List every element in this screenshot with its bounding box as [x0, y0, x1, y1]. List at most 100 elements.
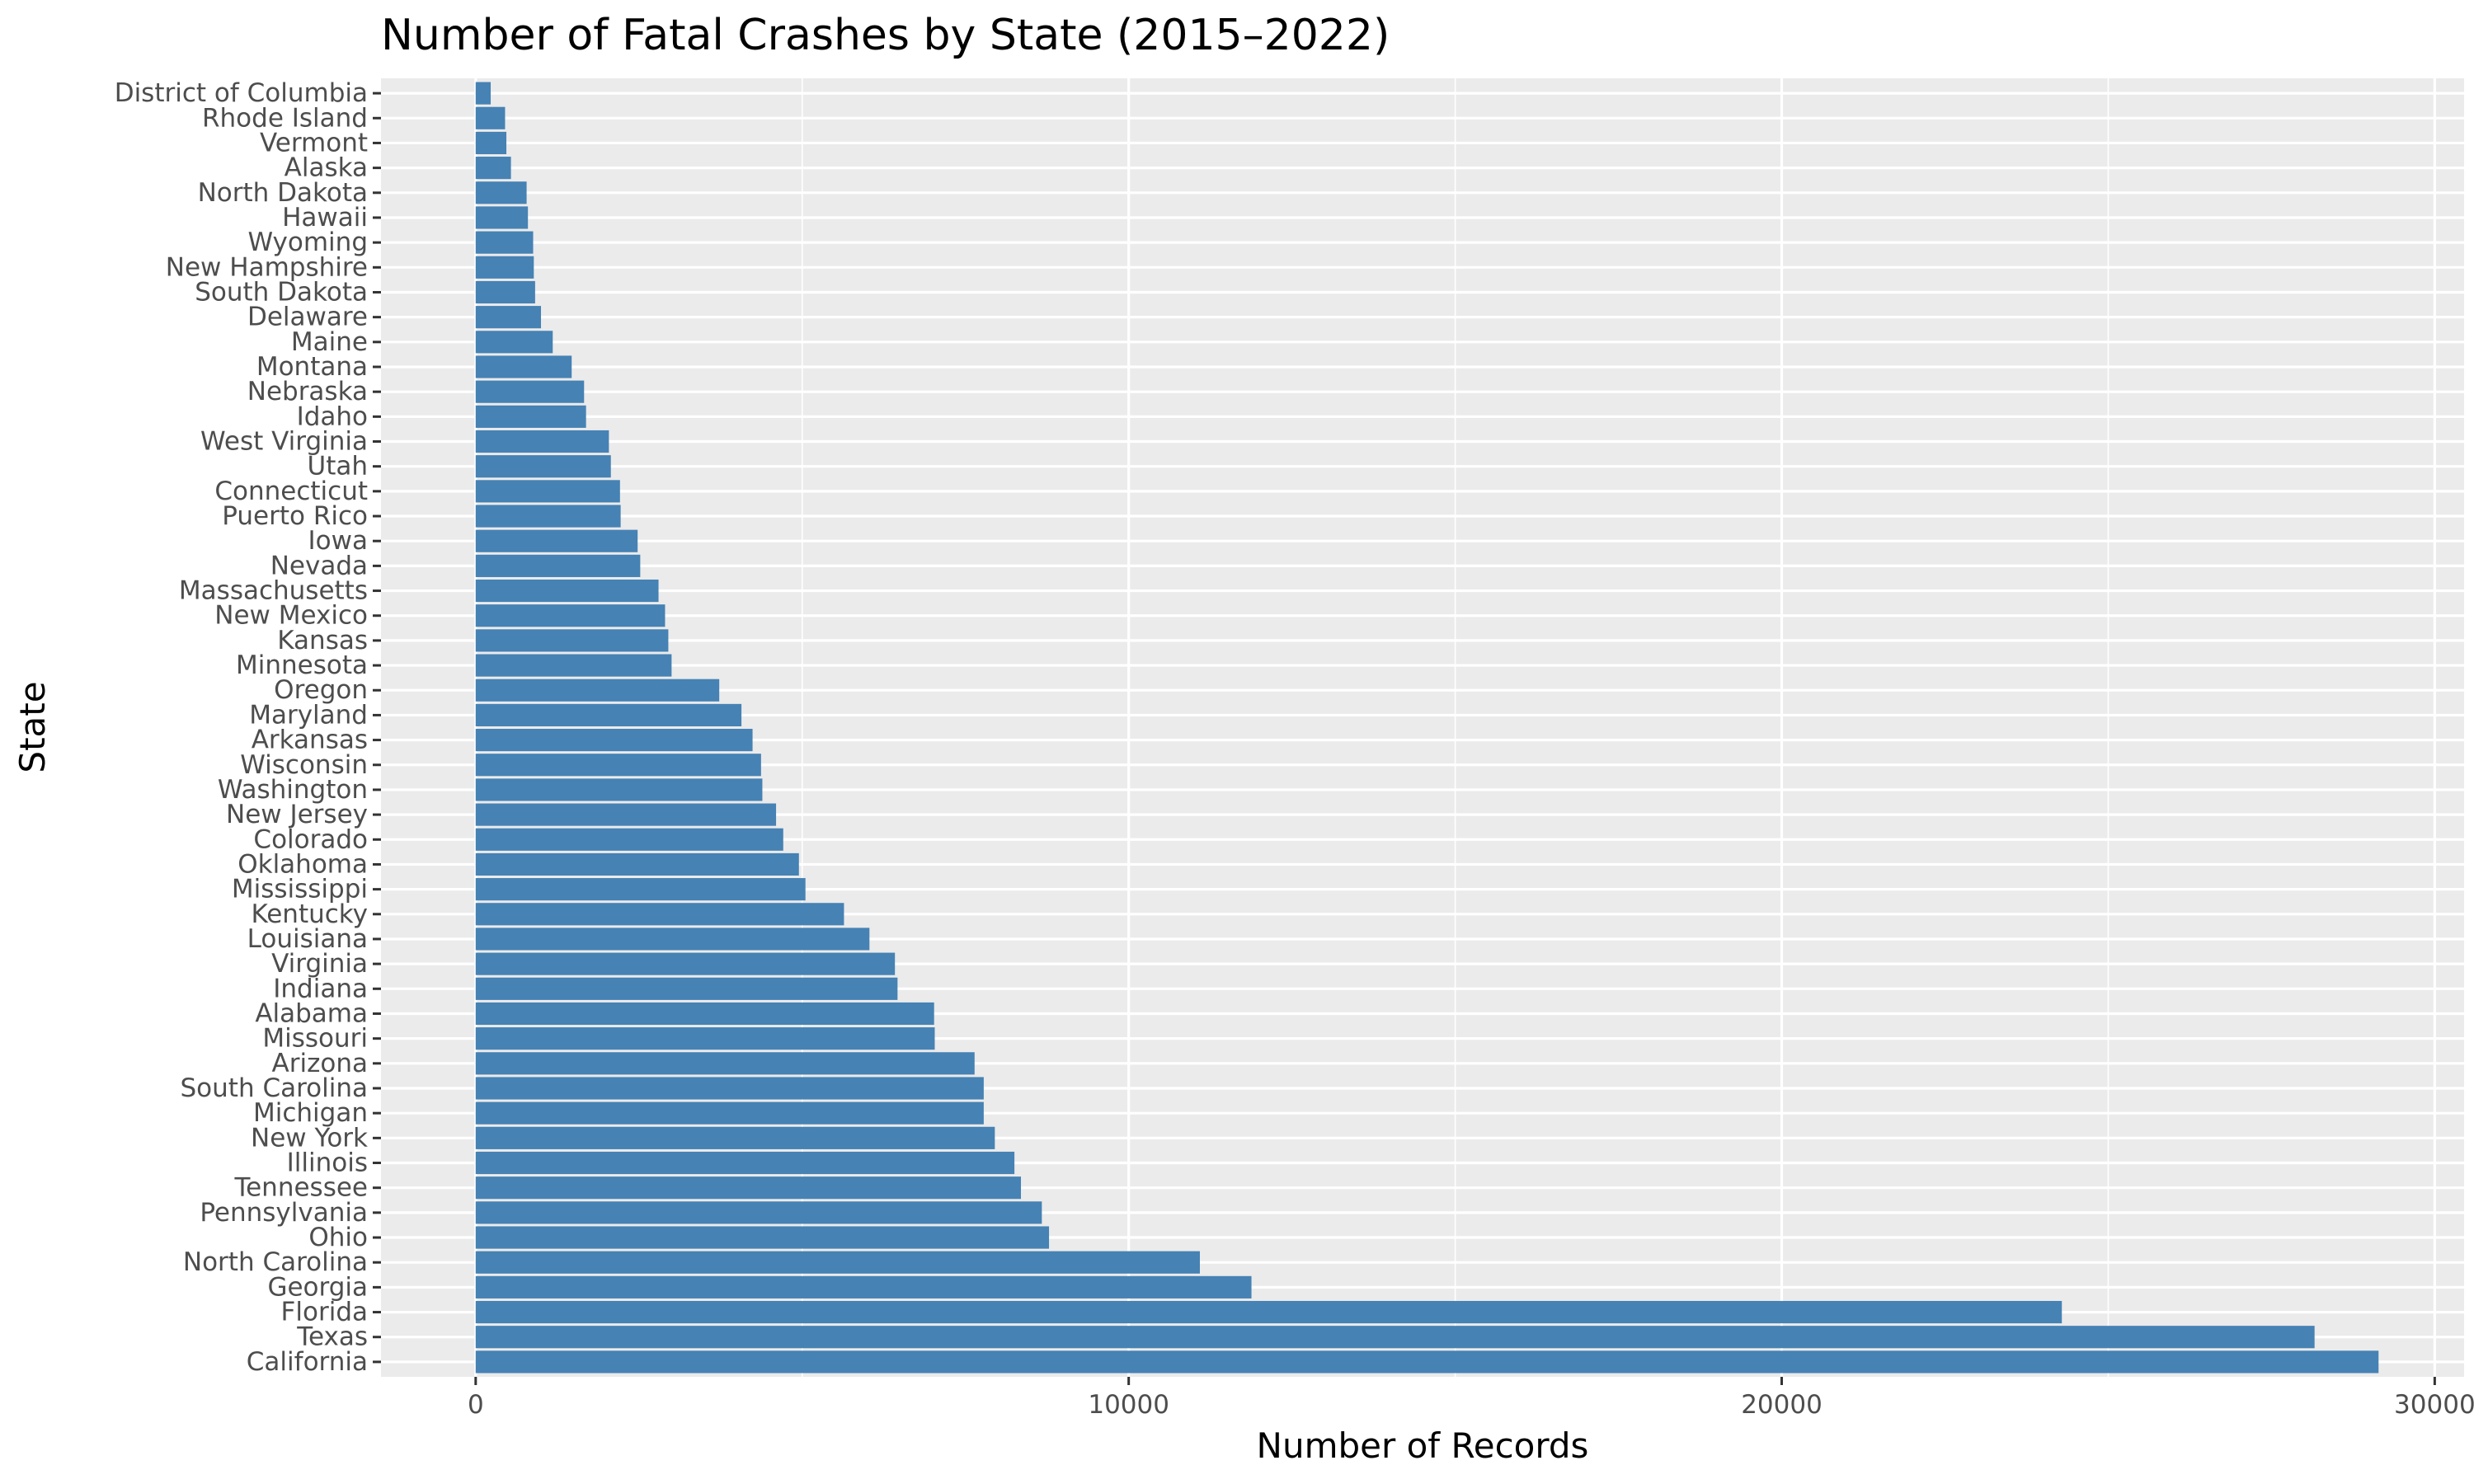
y-tick-label: Pennsylvania: [200, 1198, 368, 1228]
y-tick-label: Virginia: [271, 949, 368, 979]
y-tick-label: Iowa: [308, 526, 368, 556]
bar: [475, 729, 753, 752]
y-tick-label: Michigan: [253, 1098, 368, 1128]
bar: [475, 455, 611, 478]
y-tick-label: Florida: [281, 1298, 368, 1327]
y-tick-label: Kentucky: [251, 899, 368, 929]
bar: [475, 1151, 1015, 1175]
bar: [475, 1201, 1042, 1224]
y-tick-label: Hawaii: [282, 203, 368, 232]
bar: [475, 131, 507, 155]
y-tick-label: New Jersey: [226, 800, 368, 829]
bar: [475, 878, 806, 901]
bar: [475, 928, 870, 951]
bar: [475, 654, 672, 677]
bar: [475, 554, 641, 577]
bar: [475, 778, 763, 801]
bar: [475, 1326, 2315, 1349]
bar: [475, 1002, 934, 1026]
bar: [475, 579, 659, 603]
bar: [475, 1300, 2062, 1324]
bar: [475, 430, 609, 453]
bar: [475, 231, 534, 254]
x-tick-label: 20000: [1741, 1390, 1823, 1420]
y-tick-label: Montana: [256, 352, 368, 382]
bar: [475, 1251, 1200, 1274]
y-tick-label: Kansas: [277, 626, 368, 655]
y-tick-label: Missouri: [262, 1024, 368, 1054]
y-tick-label: Wisconsin: [240, 750, 368, 780]
y-tick-label: Nebraska: [247, 377, 368, 406]
y-tick-label: Oregon: [274, 675, 368, 705]
y-tick-label: Ohio: [308, 1223, 368, 1252]
bar: [475, 754, 761, 777]
y-tick-label: Massachusetts: [179, 576, 368, 606]
y-tick-label: Minnesota: [236, 650, 368, 680]
bar: [475, 256, 534, 279]
bar: [475, 331, 553, 354]
chart-title: Number of Fatal Crashes by State (2015–2…: [381, 11, 1390, 60]
y-tick-label: Nevada: [270, 551, 368, 580]
bar: [475, 82, 492, 105]
y-tick-label: Mississippi: [232, 875, 368, 904]
y-tick-label: Illinois: [287, 1148, 368, 1178]
bar: [475, 1101, 984, 1125]
y-tick-label: South Carolina: [181, 1073, 369, 1103]
bar: [475, 1350, 2379, 1374]
y-tick-label: Arkansas: [252, 726, 368, 755]
y-tick-label: Indiana: [273, 974, 368, 1003]
y-tick-label: Louisiana: [247, 924, 368, 954]
y-tick-label: District of Columbia: [115, 78, 368, 108]
y-tick-label: West Virginia: [200, 427, 368, 457]
x-tick-label: 10000: [1088, 1390, 1169, 1420]
y-tick-label: Arizona: [272, 1049, 368, 1078]
y-tick-label: Oklahoma: [238, 849, 368, 879]
y-tick-label: Colorado: [253, 824, 368, 854]
x-axis-title: Number of Records: [1257, 1425, 1589, 1466]
y-tick-label: New Hampshire: [166, 252, 368, 282]
bar: [475, 206, 529, 229]
y-tick-label: Georgia: [267, 1272, 368, 1302]
y-tick-label: Utah: [308, 452, 369, 481]
y-tick-label: Tennessee: [233, 1173, 368, 1203]
y-tick-label: Maryland: [249, 700, 368, 730]
y-tick-label: Delaware: [247, 303, 368, 332]
bar: [475, 952, 896, 975]
bar: [475, 1176, 1022, 1200]
bar: [475, 280, 535, 304]
bar: [475, 355, 572, 378]
bar: [475, 1027, 935, 1050]
y-tick-label: Alabama: [255, 998, 368, 1028]
y-axis-title: State: [12, 681, 53, 773]
bar: [475, 679, 720, 702]
y-tick-label: Texas: [296, 1322, 368, 1352]
bar: [475, 1226, 1050, 1249]
bar: [475, 505, 621, 528]
y-tick-label: Idaho: [297, 402, 368, 431]
y-tick-label: Washington: [218, 775, 368, 805]
bar: [475, 157, 511, 180]
x-axis-ticks: 0 10000 20000 30000: [468, 1377, 2474, 1420]
x-tick-label: 0: [468, 1390, 484, 1420]
bar: [475, 529, 638, 552]
bar: [475, 181, 527, 204]
y-tick-label: Maine: [291, 327, 368, 357]
bar: [475, 604, 666, 627]
y-tick-label: North Dakota: [198, 178, 368, 208]
y-tick-label: North Carolina: [183, 1247, 368, 1277]
bar: [475, 903, 844, 926]
y-tick-label: Puerto Rico: [222, 501, 368, 531]
y-tick-label: New York: [251, 1123, 368, 1153]
bar: [475, 852, 799, 876]
bar: [475, 629, 669, 652]
bar: [475, 1275, 1252, 1298]
bar: [475, 480, 620, 503]
bar: [475, 106, 506, 129]
y-tick-label: Rhode Island: [202, 103, 368, 133]
bar: [475, 380, 585, 403]
bars: [475, 82, 2379, 1374]
y-tick-label: Wyoming: [247, 228, 368, 257]
y-tick-label: California: [247, 1347, 368, 1377]
